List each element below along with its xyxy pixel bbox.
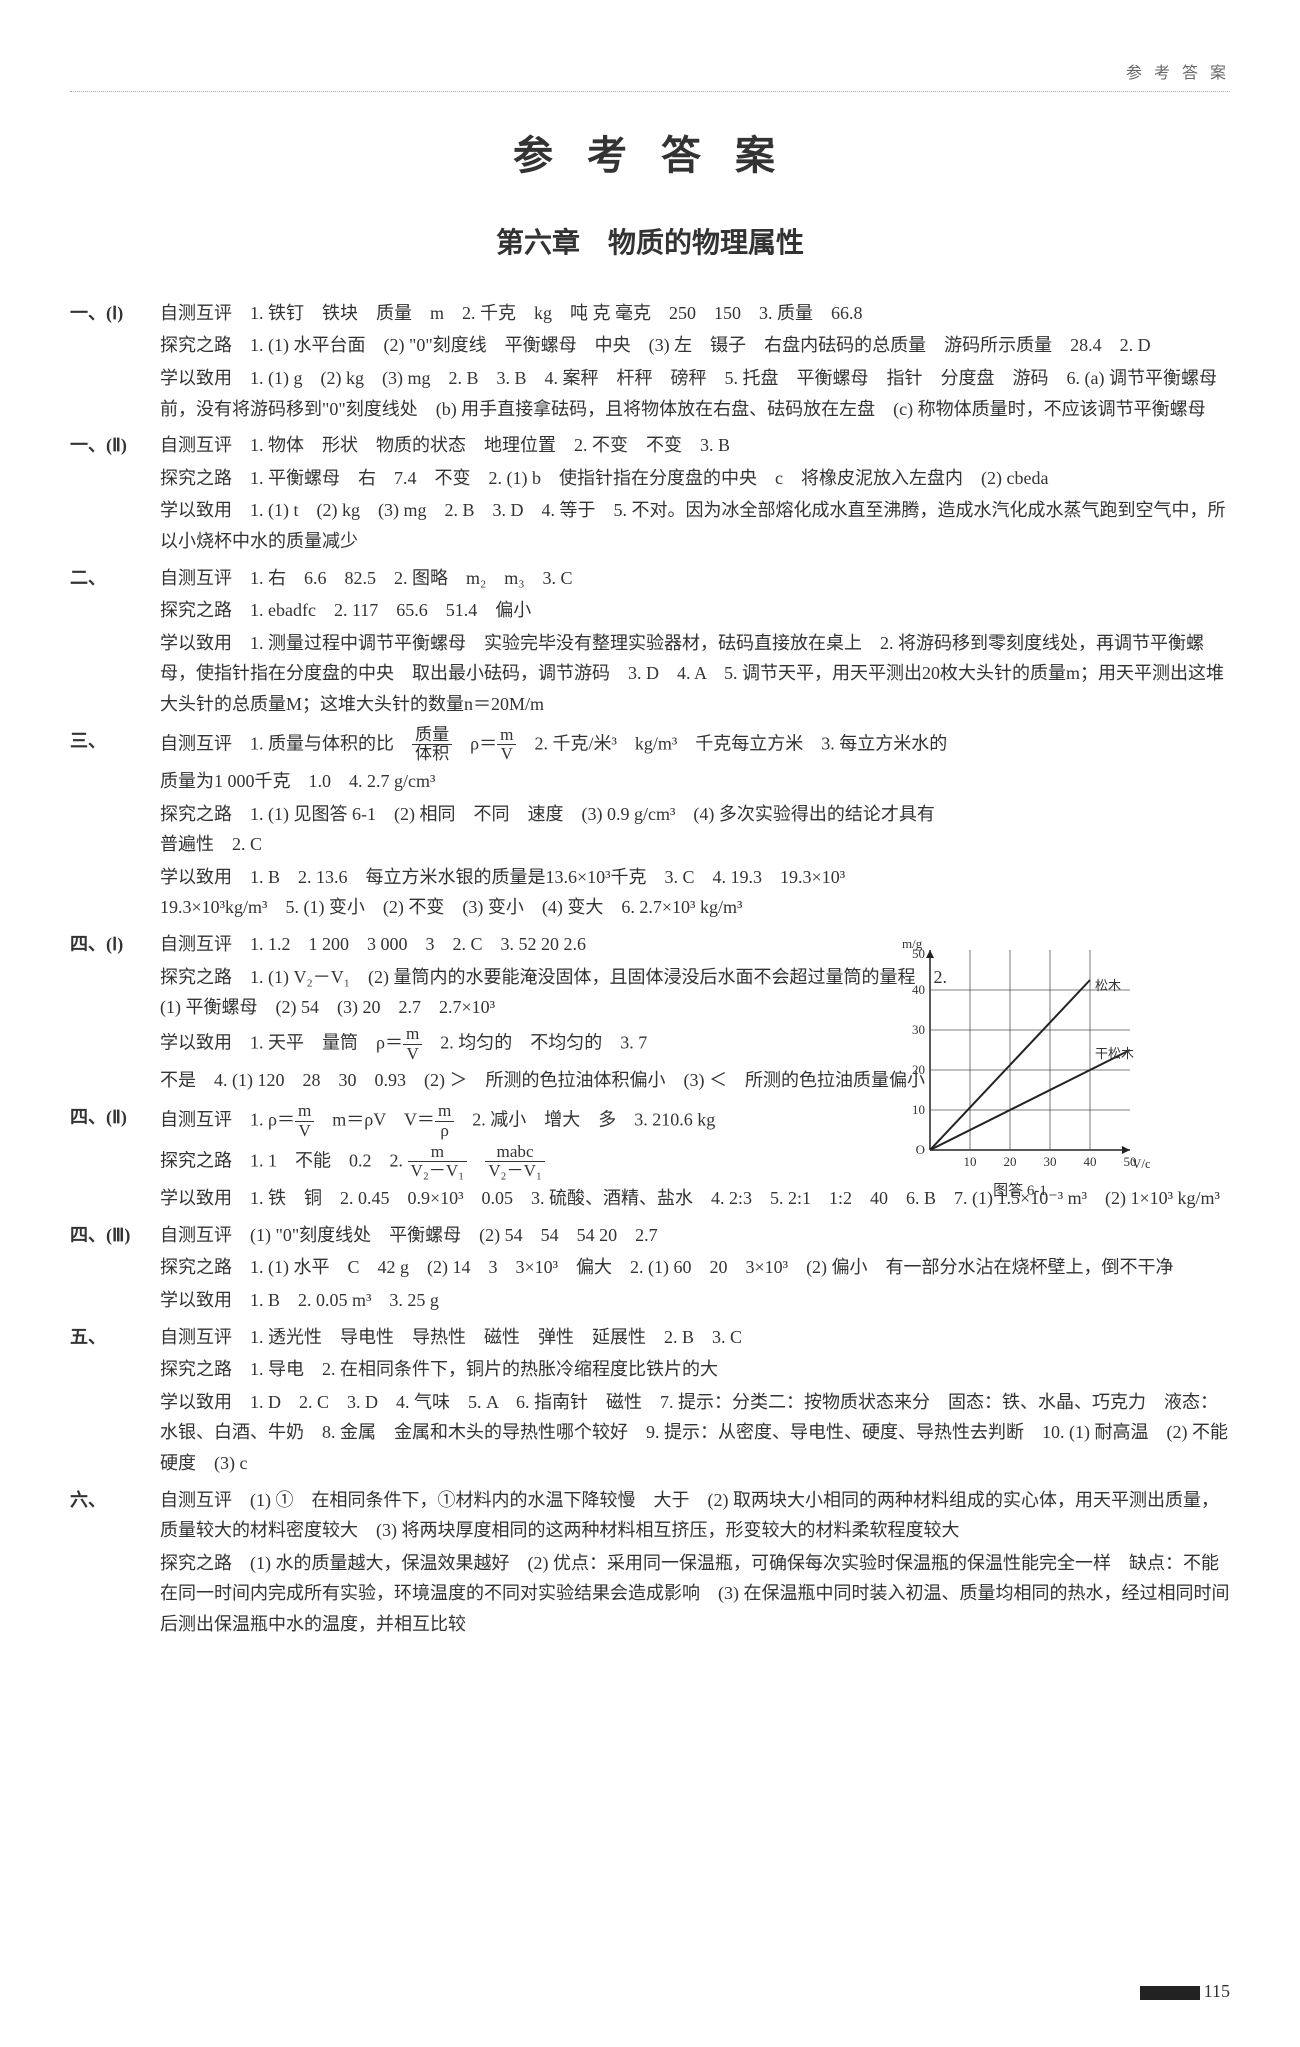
xueyi-content: 学以致用 1. (1) t (2) kg (3) mg 2. B 3. D 4.… [160,495,1230,556]
section-5: 五、 自测互评 1. 透光性 导电性 导热性 磁性 弹性 延展性 2. B 3.… [70,1322,1230,1353]
tanjiu-content: 探究之路 1. 导电 2. 在相同条件下，铜片的热胀冷缩程度比铁片的大 [160,1354,1230,1385]
zice-content: 自测互评 1. 右 6.6 82.5 2. 图略 m₂ m₃ 3. C [160,563,1230,594]
svg-text:干松木: 干松木 [1095,1046,1134,1061]
svg-text:30: 30 [1044,1154,1057,1169]
section-label: 一、(Ⅱ) [70,430,160,461]
svg-text:40: 40 [1084,1154,1097,1169]
xueyi-content: 学以致用 1. 测量过程中调节平衡螺母 实验完毕没有整理实验器材，砝码直接放在桌… [160,628,1230,720]
svg-text:m/g: m/g [902,940,923,951]
xueyi-content: 学以致用 1. D 2. C 3. D 4. 气味 5. A 6. 指南针 磁性… [160,1387,1230,1479]
svg-text:40: 40 [912,982,925,997]
section-label: 四、(Ⅱ) [70,1102,160,1141]
svg-text:20: 20 [912,1062,925,1077]
zice-content: 自测互评 1. 铁钉 铁块 质量 m 2. 千克 kg 吨 克 毫克 250 1… [160,298,1230,329]
figure-6-1: O 10 20 30 40 50 10 20 30 40 50 m/g V/cm… [890,940,1150,1200]
section-label: 五、 [70,1322,160,1353]
zice-content: 自测互评 1. 质量与体积的比 质量体积 ρ＝mV 2. 千克/米³ kg/m³… [160,726,1230,765]
svg-text:30: 30 [912,1022,925,1037]
section-1-2: 一、(Ⅱ) 自测互评 1. 物体 形状 物质的状态 地理位置 2. 不变 不变 … [70,430,1230,461]
section-6: 六、 自测互评 (1) ① 在相同条件下，①材料内的水温下降较慢 大于 (2) … [70,1485,1230,1546]
zice-content: 自测互评 (1) ① 在相同条件下，①材料内的水温下降较慢 大于 (2) 取两块… [160,1485,1230,1546]
tanjiu-content: 探究之路 1. (1) 水平台面 (2) "0"刻度线 平衡螺母 中央 (3) … [160,330,1230,361]
section-label: 三、 [70,726,160,765]
svg-text:10: 10 [912,1102,925,1117]
zice-content: 自测互评 (1) "0"刻度线处 平衡螺母 (2) 54 54 54 20 2.… [160,1220,1230,1251]
svg-text:20: 20 [1004,1154,1017,1169]
zice-content: 自测互评 1. 透光性 导电性 导热性 磁性 弹性 延展性 2. B 3. C [160,1322,1230,1353]
xueyi-content: 学以致用 1. B 2. 0.05 m³ 3. 25 g [160,1285,1230,1316]
page-number: 115 [1140,1976,1230,2007]
tanjiu-content: 探究之路 1. 平衡螺母 右 7.4 不变 2. (1) b 使指针指在分度盘的… [160,463,1230,494]
section-label: 四、(Ⅰ) [70,929,160,960]
section-label: 四、(Ⅲ) [70,1220,160,1251]
section-label: 一、(Ⅰ) [70,298,160,329]
section-label: 二、 [70,563,160,594]
svg-text:O: O [916,1142,925,1157]
section-3: 三、 自测互评 1. 质量与体积的比 质量体积 ρ＝mV 2. 千克/米³ kg… [70,726,1230,765]
zice-content: 自测互评 1. 物体 形状 物质的状态 地理位置 2. 不变 不变 3. B [160,430,1230,461]
svg-text:松木: 松木 [1095,978,1121,993]
section-4-3: 四、(Ⅲ) 自测互评 (1) "0"刻度线处 平衡螺母 (2) 54 54 54… [70,1220,1230,1251]
main-title: 参 考 答 案 [70,122,1230,190]
graph-caption: 图答 6-1 [993,1182,1047,1199]
tanjiu-content: 探究之路 1. (1) 水平 C 42 g (2) 14 3 3×10³ 偏大 … [160,1252,1230,1283]
xueyi-content: 学以致用 1. (1) g (2) kg (3) mg 2. B 3. B 4.… [160,363,1230,424]
xueyi-content: 学以致用 1. B 2. 13.6 每立方米水银的质量是13.6×10³千克 3… [160,862,1230,923]
section-label: 六、 [70,1485,160,1546]
chapter-title: 第六章 物质的物理属性 [70,220,1230,268]
svg-text:V/cm³: V/cm³ [1132,1156,1150,1171]
section-2: 二、 自测互评 1. 右 6.6 82.5 2. 图略 m₂ m₃ 3. C [70,563,1230,594]
section-1-1: 一、(Ⅰ) 自测互评 1. 铁钉 铁块 质量 m 2. 千克 kg 吨 克 毫克… [70,298,1230,329]
tanjiu-content: 探究之路 (1) 水的质量越大，保温效果越好 (2) 优点：采用同一保温瓶，可确… [160,1548,1230,1640]
zice-cont: 质量为1 000千克 1.0 4. 2.7 g/cm³ [160,766,1230,797]
svg-text:10: 10 [964,1154,977,1169]
tanjiu-content: 探究之路 1. (1) 见图答 6-1 (2) 相同 不同 速度 (3) 0.9… [160,799,1230,860]
running-header: 参 考 答 案 [70,60,1230,92]
tanjiu-content: 探究之路 1. ebadfc 2. 117 65.6 51.4 偏小 [160,595,1230,626]
